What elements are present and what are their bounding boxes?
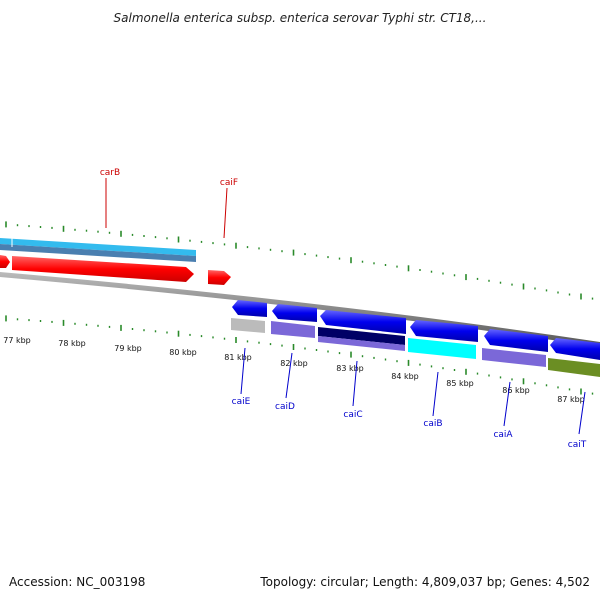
tick-track-upper: [5, 221, 594, 300]
scale-label: 77 kbp: [3, 336, 31, 345]
scale-label: 78 kbp: [58, 339, 86, 348]
gene-arrow-caiD[interactable]: [272, 304, 317, 322]
gene-label-caiF[interactable]: caiF: [220, 178, 238, 188]
gene-arrow-left-edge[interactable]: [0, 255, 10, 268]
scale-label: 86 kbp: [502, 386, 530, 395]
accession-text: Accession: NC_003198: [9, 575, 145, 589]
gene-label-caiD[interactable]: caiD: [275, 402, 295, 412]
scale-labels: 77 kbp 78 kbp 79 kbp 80 kbp 81 kbp 82 kb…: [3, 336, 585, 404]
scale-label: 84 kbp: [391, 372, 419, 381]
gene-arrow-caiB[interactable]: [410, 320, 478, 342]
scale-label: 79 kbp: [114, 344, 142, 353]
cds-box-gray: [231, 318, 265, 333]
scale-label: 80 kbp: [169, 348, 197, 357]
cds-track-reverse: [231, 318, 600, 377]
cds-box-slate-2: [318, 336, 405, 351]
gene-label-caiA[interactable]: caiA: [493, 430, 513, 440]
forward-genes: [0, 255, 231, 285]
reverse-genes: [232, 300, 600, 360]
topology-summary: Topology: circular; Length: 4,809,037 bp…: [259, 575, 590, 589]
gene-label-caiB[interactable]: caiB: [423, 419, 442, 429]
gene-arrow-caiA[interactable]: [484, 329, 548, 352]
scale-label: 87 kbp: [557, 395, 585, 404]
cds-box-olive: [548, 358, 600, 377]
gene-label-caiE[interactable]: caiE: [232, 397, 251, 407]
gene-arrow-caiE[interactable]: [232, 300, 267, 317]
reverse-gene-labels: caiE caiD caiC caiB caiA caiT: [232, 347, 587, 450]
scale-label: 82 kbp: [280, 359, 308, 368]
cds-box-navy: [318, 327, 405, 345]
genome-backbone: [0, 272, 600, 347]
gene-label-caiT[interactable]: caiT: [568, 440, 587, 450]
gene-arrow-caiC[interactable]: [320, 310, 406, 334]
cds-track-forward: [0, 236, 196, 262]
cds-box-cyan: [408, 338, 476, 359]
cds-light-blue-band: [0, 238, 196, 256]
tick-track-lower: [5, 315, 594, 395]
gene-label-carB[interactable]: carB: [100, 168, 120, 178]
scale-label: 81 kbp: [224, 353, 252, 362]
gene-arrow-carB[interactable]: [12, 256, 194, 282]
cds-box-slate-3: [482, 348, 546, 367]
scale-label: 85 kbp: [446, 379, 474, 388]
gene-arrow-caiF[interactable]: [208, 270, 231, 285]
gene-label-caiC[interactable]: caiC: [343, 410, 362, 420]
gene-arrow-caiT[interactable]: [550, 338, 600, 360]
map-title: Salmonella enterica subsp. enterica sero…: [114, 11, 487, 25]
cds-box-slate-1: [271, 321, 315, 338]
scale-label: 83 kbp: [336, 364, 364, 373]
forward-gene-labels: carB caiF: [100, 168, 238, 239]
cds-steel-blue-band: [0, 244, 196, 262]
